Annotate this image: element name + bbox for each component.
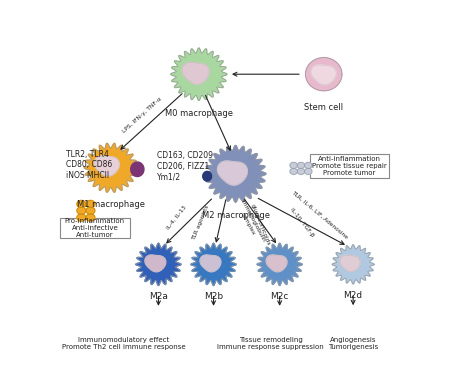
Polygon shape [203, 171, 211, 181]
Polygon shape [94, 156, 119, 176]
Text: glucocorticoids: glucocorticoids [250, 203, 271, 247]
Text: Anti-inflammation
Promote tissue repair
Promote tumor: Anti-inflammation Promote tissue repair … [312, 156, 387, 176]
Text: TLR agonists: TLR agonists [191, 204, 210, 241]
Text: M2a: M2a [149, 292, 168, 301]
FancyBboxPatch shape [60, 218, 130, 238]
Circle shape [290, 162, 297, 169]
Text: Angiogenesis
Tumorigenesis: Angiogenesis Tumorigenesis [328, 337, 378, 350]
Text: IL-10, TGF-β: IL-10, TGF-β [289, 207, 315, 238]
Text: TLR2, TLR4
CD80, CD86
iNOS MHCII: TLR2, TLR4 CD80, CD86 iNOS MHCII [66, 150, 112, 180]
Polygon shape [136, 243, 181, 285]
Text: Immunomodulatory effect
Promote Th2 cell immune response: Immunomodulatory effect Promote Th2 cell… [62, 337, 185, 350]
Polygon shape [332, 245, 374, 284]
Polygon shape [171, 48, 227, 100]
Circle shape [77, 214, 86, 221]
Circle shape [77, 200, 86, 208]
Text: LPS, IFN-γ, TNF-α: LPS, IFN-γ, TNF-α [121, 97, 163, 134]
Polygon shape [257, 243, 302, 285]
Text: Immunoglobulin
complex: Immunoglobulin complex [234, 198, 266, 246]
Circle shape [290, 169, 297, 174]
Polygon shape [191, 243, 236, 285]
Polygon shape [311, 65, 336, 85]
Circle shape [86, 214, 95, 221]
FancyBboxPatch shape [310, 154, 389, 178]
Polygon shape [205, 145, 266, 202]
Circle shape [86, 200, 95, 208]
Circle shape [305, 162, 312, 169]
Text: M2c: M2c [271, 292, 289, 301]
Text: Pro-inflammation
Anti-infective
Anti-tumor: Pro-inflammation Anti-infective Anti-tum… [65, 218, 125, 238]
Circle shape [297, 169, 305, 174]
Polygon shape [200, 255, 221, 272]
Polygon shape [340, 255, 360, 271]
Circle shape [297, 162, 305, 169]
Text: Tissue remodeling
Immune response suppression: Tissue remodeling Immune response suppre… [217, 337, 324, 350]
Circle shape [305, 169, 312, 174]
Text: IL-4, IL-13: IL-4, IL-13 [165, 205, 187, 230]
Polygon shape [145, 255, 166, 272]
Polygon shape [131, 162, 144, 176]
Polygon shape [306, 58, 342, 91]
Text: Stem cell: Stem cell [304, 103, 343, 112]
Circle shape [77, 207, 86, 214]
Polygon shape [218, 161, 247, 185]
Polygon shape [84, 143, 137, 192]
Text: M2b: M2b [204, 292, 223, 301]
Text: CD163, CD209
CD206, FIZZ1
Ym1/2: CD163, CD209 CD206, FIZZ1 Ym1/2 [156, 151, 213, 181]
Polygon shape [266, 255, 287, 272]
Text: M2 macrophage: M2 macrophage [201, 211, 270, 220]
Text: M2d: M2d [344, 291, 363, 300]
Text: M0 macrophage: M0 macrophage [165, 109, 233, 118]
Text: TLR, IL-6, LIF, Adenosine: TLR, IL-6, LIF, Adenosine [291, 190, 349, 240]
Polygon shape [182, 62, 209, 84]
Circle shape [86, 207, 95, 214]
Text: M1 macrophage: M1 macrophage [77, 200, 145, 209]
